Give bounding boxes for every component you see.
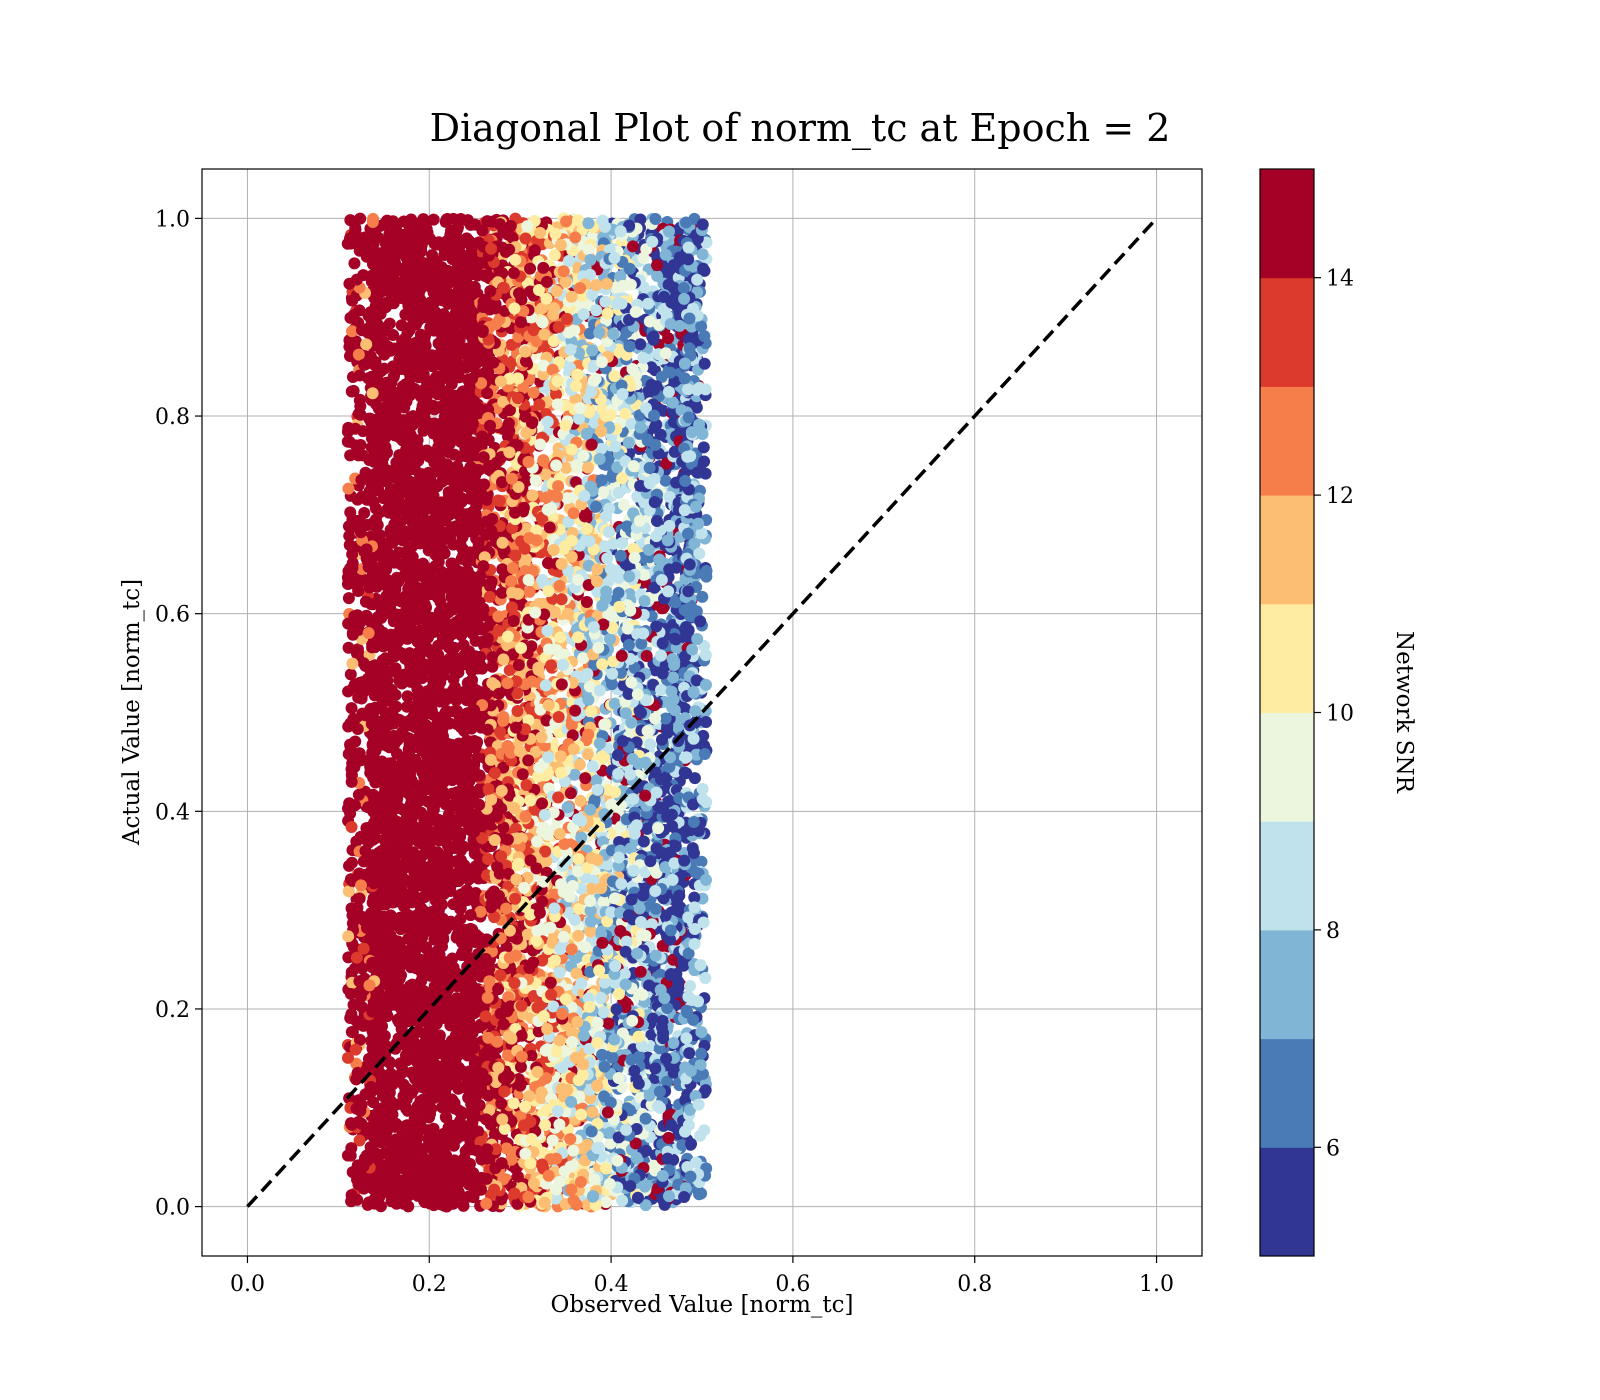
scatter-point xyxy=(367,1096,380,1109)
scatter-point xyxy=(573,758,586,771)
scatter-point xyxy=(520,522,533,535)
scatter-point xyxy=(427,213,440,226)
scatter-points xyxy=(341,212,713,1213)
scatter-point xyxy=(667,1037,680,1050)
scatter-point xyxy=(457,1199,470,1212)
scatter-point xyxy=(527,386,540,399)
scatter-point xyxy=(503,911,516,924)
scatter-point xyxy=(634,213,647,226)
chart-title: Diagonal Plot of norm_tc at Epoch = 2 xyxy=(430,106,1171,151)
scatter-point xyxy=(401,690,414,703)
scatter-point xyxy=(462,1190,475,1203)
scatter-point xyxy=(561,801,574,814)
